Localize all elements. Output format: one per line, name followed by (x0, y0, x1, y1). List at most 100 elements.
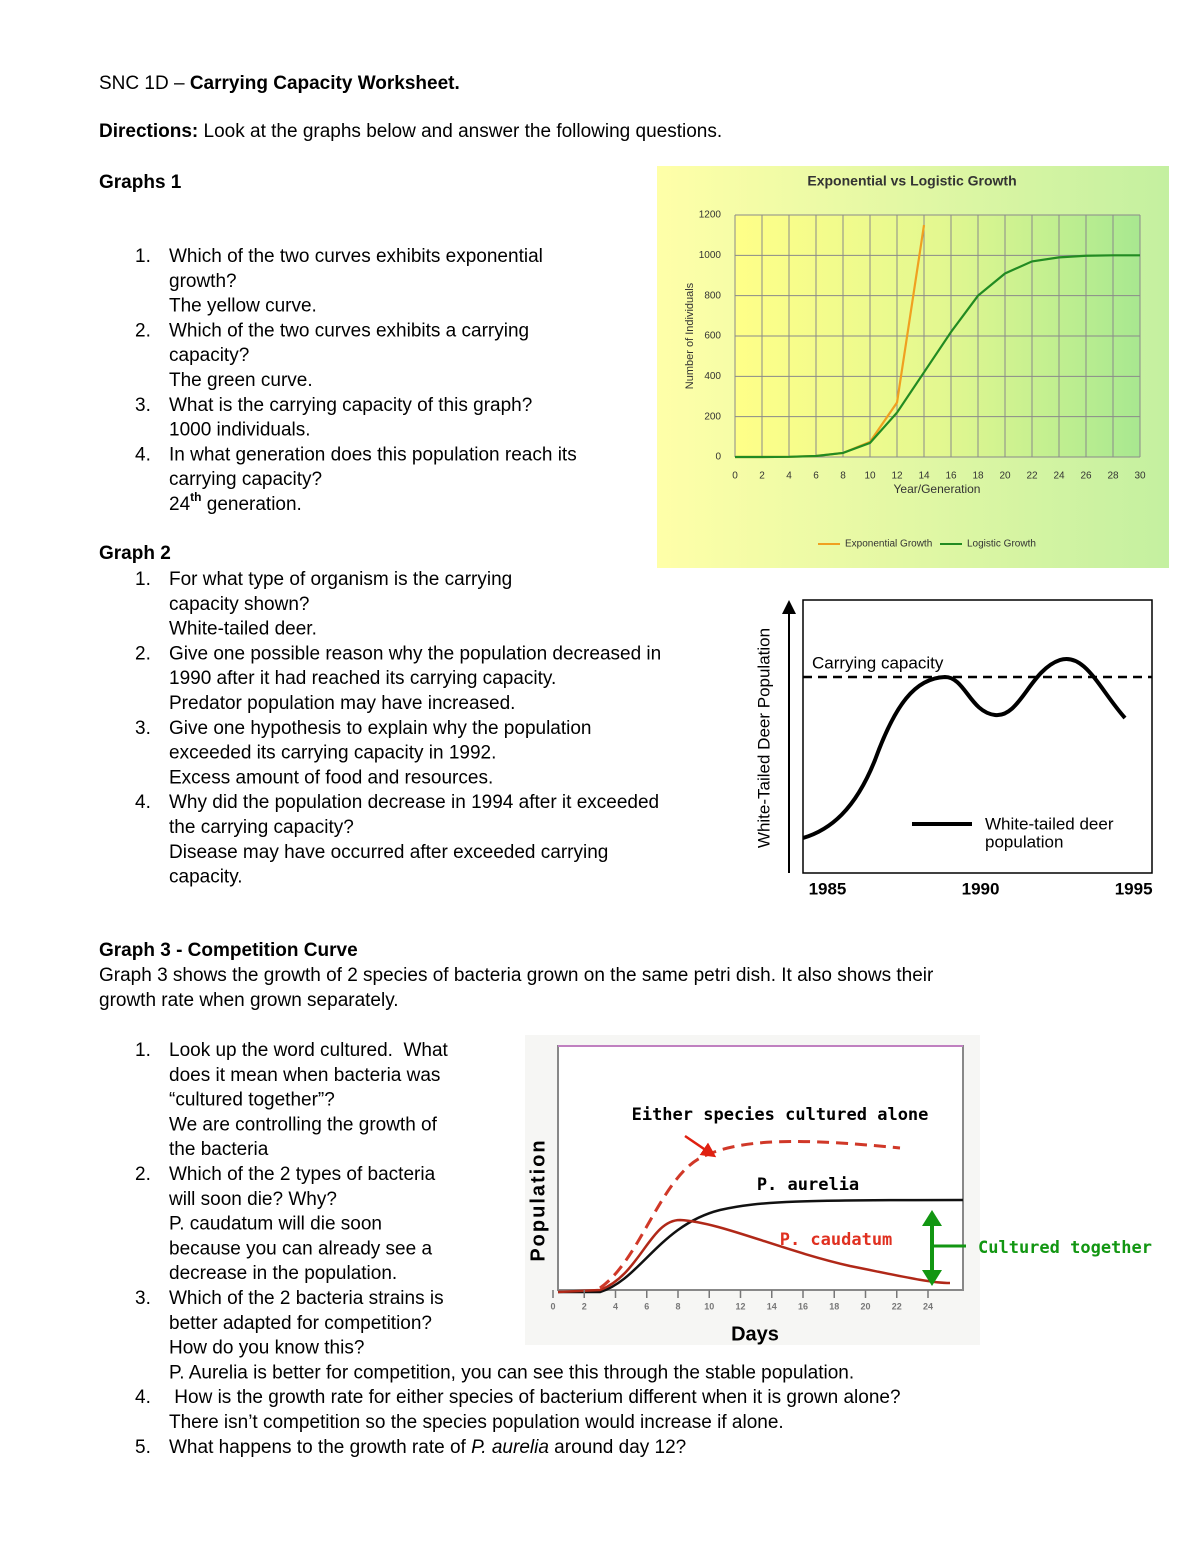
x-axis-label: Year/Generation (894, 482, 981, 496)
course: SNC 1D – (99, 73, 190, 94)
text-line: 24th generation. (169, 490, 302, 515)
text-line: Look up the word cultured. What (169, 1040, 449, 1061)
text-line: decrease in the population. (169, 1263, 397, 1284)
x-tick-label: 22 (892, 1301, 902, 1311)
x-tick-label: 4 (786, 471, 792, 482)
legend-label: Logistic Growth (967, 539, 1036, 550)
text-line: capacity shown? (169, 594, 309, 615)
text-line: Give one possible reason why the populat… (169, 643, 661, 664)
x-tick-label: 16 (945, 471, 957, 482)
directions-text: Look at the graphs below and answer the … (198, 121, 722, 142)
x-tick-label: 0 (550, 1301, 555, 1311)
text-line: because you can already see a (169, 1238, 432, 1259)
y-tick-label: 600 (704, 331, 721, 342)
question-number: 2. (135, 643, 151, 664)
graph3-frame (557, 1045, 964, 1291)
together-label: Cultured together (978, 1238, 1152, 1258)
question-number: 2. (135, 1164, 151, 1185)
text-line: How is the growth rate for either specie… (169, 1387, 901, 1408)
y-tick-label: 0 (715, 452, 721, 463)
header: SNC 1D – Carrying Capacity Worksheet. (99, 73, 460, 94)
text-line: 1000 individuals. (169, 420, 311, 441)
question-number: 2. (135, 320, 151, 341)
together-arrowheads (922, 1210, 942, 1286)
x-tick-label: 10 (864, 471, 876, 482)
x-tick-label: 6 (644, 1301, 649, 1311)
text-line: P. Aurelia is better for competition, yo… (169, 1362, 854, 1383)
x-tick-label: 30 (1134, 471, 1146, 482)
text-line: For what type of organism is the carryin… (169, 569, 512, 590)
text-line: Which of the 2 bacteria strains is (169, 1288, 444, 1309)
series-line (735, 254, 1140, 459)
x-tick-label: 12 (735, 1301, 745, 1311)
x-axis-label: Days (731, 1323, 779, 1345)
text-line: In what generation does this population … (169, 444, 577, 465)
text-line: the bacteria (169, 1139, 269, 1160)
aurelia-curve (558, 1198, 964, 1294)
text-line: 1990 after it had reached its carrying c… (169, 668, 556, 689)
graph3: 0 2 4 6 8 10 12 14 16 18 20 22 24DaysPopulationEithe… (527, 1105, 1152, 1345)
question-number: 4. (135, 792, 151, 813)
x-tick-label: 1990 (962, 879, 1000, 898)
graph1: Exponential vs Logistic Growth0200400600… (684, 173, 1146, 550)
text-line: What is the carrying capacity of this gr… (169, 395, 532, 416)
legend-label: population (985, 832, 1063, 851)
x-tick-label: 1995 (1115, 879, 1153, 898)
x-tick-label: 8 (840, 471, 846, 482)
text-line: “cultured together”? (169, 1090, 335, 1111)
text-line: Why did the population decrease in 1994 … (169, 792, 659, 813)
text-line: better adapted for competition? (169, 1313, 432, 1334)
text-line: Give one hypothesis to explain why the p… (169, 718, 592, 739)
x-tick-label: 20 (860, 1301, 870, 1311)
x-tick-label: 8 (675, 1301, 680, 1311)
annotation: Either species cultured alone (632, 1105, 929, 1125)
question-number: 1. (135, 1040, 151, 1061)
worksheet-title: Carrying Capacity Worksheet. (190, 73, 460, 94)
x-tick-label: 6 (813, 471, 819, 482)
text-line: There isn’t competition so the species p… (169, 1412, 784, 1433)
text-line: Excess amount of food and resources. (169, 767, 493, 788)
species-label: P. caudatum (780, 1230, 893, 1250)
section-heading: Graph 2 (99, 543, 171, 564)
x-tick-label: 2 (759, 471, 765, 482)
text-line: Predator population may have increased. (169, 693, 515, 714)
description-line: Graph 3 shows the growth of 2 species of… (99, 965, 934, 986)
y-tick-label: 1200 (699, 210, 722, 221)
segment: What happens to the growth rate of (169, 1437, 471, 1458)
text-line: capacity. (169, 867, 243, 888)
x-tick-label: 1985 (809, 879, 847, 898)
question-number: 1. (135, 246, 151, 267)
x-tick-label: 26 (1080, 471, 1092, 482)
annotation-arrow (684, 1134, 717, 1158)
x-tick-label: 2 (582, 1301, 587, 1311)
caudatum-curve (557, 1218, 951, 1294)
x-tick-label: 0 (732, 471, 738, 482)
section-heading: Graph 3 - Competition Curve (99, 940, 358, 961)
x-tick-label: 14 (767, 1301, 777, 1311)
text-line: carrying capacity? (169, 469, 322, 490)
text-line: White-tailed deer. (169, 619, 317, 640)
text-line: exceeded its carrying capacity in 1992. (169, 743, 496, 764)
text-line: The green curve. (169, 370, 313, 391)
y-axis-label: Population (527, 1138, 549, 1261)
y-tick-label: 1000 (699, 250, 722, 261)
text-line: capacity? (169, 345, 249, 366)
italic-segment: P. aurelia (471, 1437, 549, 1458)
axis-arrow (782, 600, 796, 614)
annotation: Carrying capacity (812, 653, 944, 672)
graph2-frame (802, 599, 1153, 874)
y-axis-label: Number of Individuals (684, 282, 696, 389)
question-number: 4. (135, 1387, 151, 1408)
question-number: 3. (135, 718, 151, 739)
text-line: We are controlling the growth of (169, 1114, 438, 1135)
y-tick-label: 200 (704, 411, 721, 422)
text-line: What happens to the growth rate of P. au… (169, 1437, 686, 1458)
legend-label: White-tailed deer (985, 814, 1114, 833)
question-number: 5. (135, 1437, 151, 1458)
text-line: Which of the two curves exhibits a carry… (169, 320, 529, 341)
question-number: 4. (135, 444, 151, 465)
x-tick-label: 14 (918, 471, 930, 482)
x-tick-label: 12 (891, 471, 903, 482)
x-tick-label: 24 (923, 1301, 933, 1311)
